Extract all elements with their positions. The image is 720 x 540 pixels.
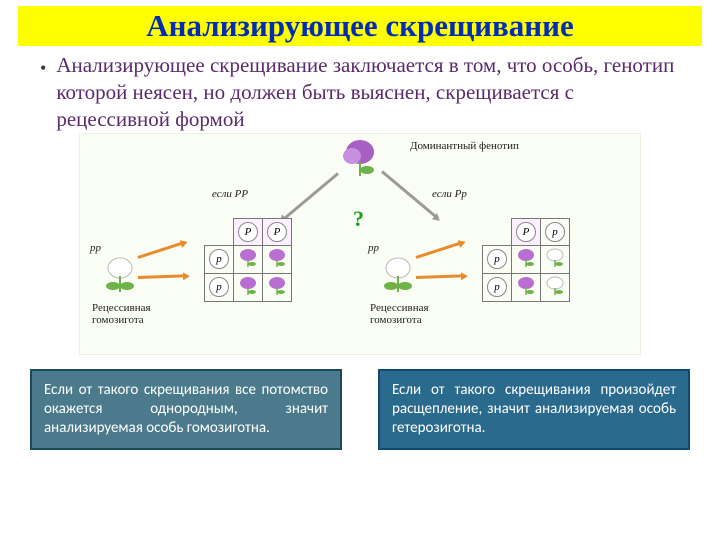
recessive-label-left: Рецессивнаягомозигота — [92, 302, 151, 326]
pp-label-left: рр — [90, 242, 101, 254]
dominant-label: Доминантный фенотип — [410, 140, 519, 152]
allele-cell: p — [545, 222, 565, 242]
allele-cell: P — [516, 222, 536, 242]
orange-arrow-l2 — [138, 274, 184, 279]
allele-cell: p — [487, 277, 507, 297]
if-pp2-label: если Рр — [432, 188, 467, 200]
conclusion-left-text: Если от такого скрещивания все потомство… — [44, 381, 328, 437]
slide-title: Анализирующее скрещивание — [146, 8, 573, 43]
bullet-text: Анализирующее скрещивание заключается в … — [56, 52, 684, 133]
punnett-right: P p p p — [482, 218, 570, 302]
orange-arrow-r2 — [416, 274, 462, 279]
allele-cell: p — [209, 277, 229, 297]
orange-arrow-r1 — [416, 241, 461, 258]
test-cross-diagram: Доминантный фенотип если РР если Рр ? рр… — [79, 133, 641, 355]
bullet-dot: • — [40, 58, 46, 79]
allele-cell: p — [487, 249, 507, 269]
recessive-label-right: Рецессивнаягомозигота — [370, 302, 429, 326]
punnett-left: P P p p — [204, 218, 292, 302]
recessive-flower-right-icon — [376, 254, 420, 294]
conclusion-boxes: Если от такого скрещивания все потомство… — [30, 369, 690, 451]
if-pp-label: если РР — [212, 188, 248, 200]
pp-label-right: рр — [368, 242, 379, 254]
arrow-to-right — [381, 170, 437, 217]
conclusion-heterozygous: Если от такого скрещивания произойдет ра… — [378, 369, 690, 451]
arrow-to-left — [283, 172, 339, 219]
recessive-flower-left-icon — [98, 254, 142, 294]
conclusion-right-text: Если от такого скрещивания произойдет ра… — [392, 381, 676, 437]
orange-arrow-l1 — [138, 241, 183, 258]
conclusion-homozygous: Если от такого скрещивания все потомство… — [30, 369, 342, 451]
slide-title-bar: Анализирующее скрещивание — [18, 6, 702, 46]
question-mark: ? — [353, 206, 364, 232]
dominant-flower-icon — [335, 136, 385, 178]
bullet-row: • Анализирующее скрещивание заключается … — [36, 52, 684, 133]
allele-cell: P — [267, 222, 287, 242]
allele-cell: P — [238, 222, 258, 242]
allele-cell: p — [209, 249, 229, 269]
